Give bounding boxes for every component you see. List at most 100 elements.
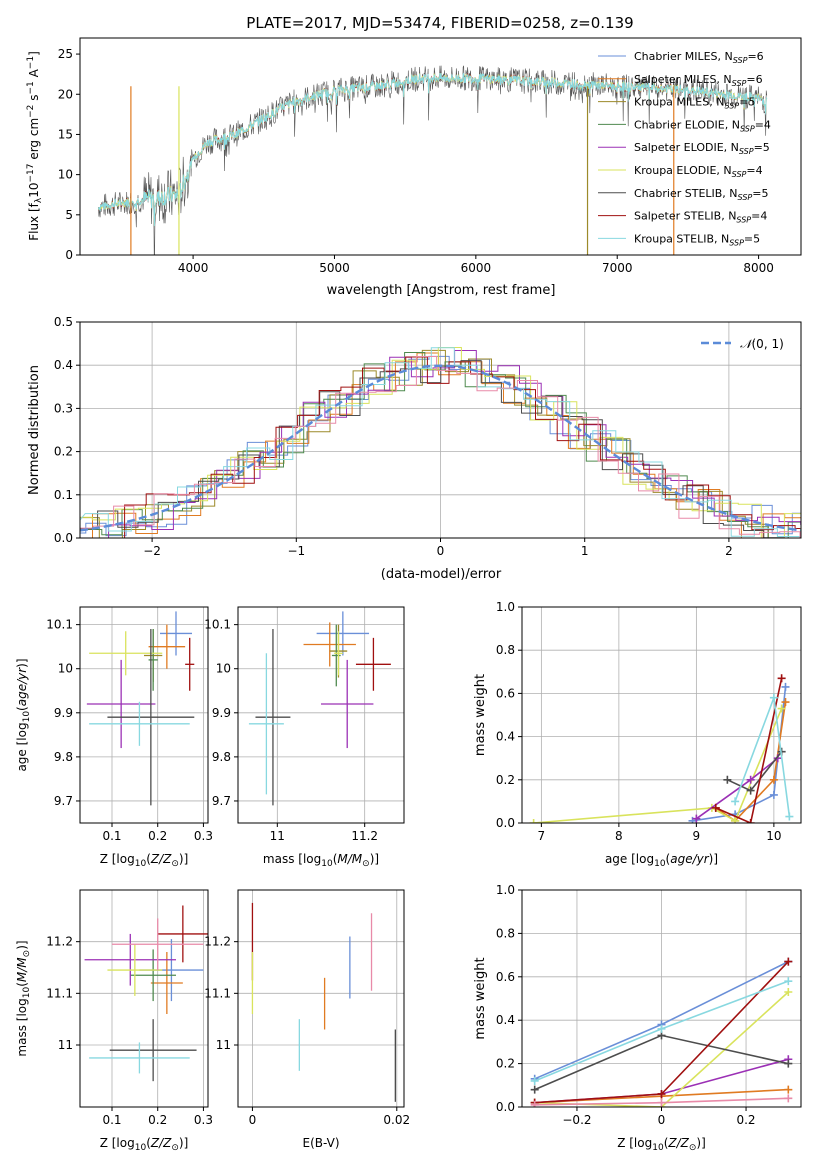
weight-marker xyxy=(784,1085,793,1094)
x-tick-label: −1 xyxy=(287,544,305,558)
x-tick-label: 8000 xyxy=(743,261,774,275)
y-tick-label: 0.4 xyxy=(496,730,515,744)
y-tick-label: 15 xyxy=(58,127,73,141)
x-tick-label: 1 xyxy=(581,544,589,558)
x-tick-label: 4000 xyxy=(178,261,209,275)
y-axis-label: Flux [fλ10−17 erg cm−2 s−1 A−1] xyxy=(26,51,44,241)
y-tick-label: 0.2 xyxy=(496,1057,515,1071)
weight-marker xyxy=(769,775,778,784)
weight-line xyxy=(533,708,783,823)
y-tick-label: 9.9 xyxy=(212,706,231,720)
y-tick-label: 0.2 xyxy=(496,773,515,787)
x-tick-label: 10 xyxy=(766,829,781,843)
legend-label: Salpeter MILES, NSSP=6 xyxy=(634,73,763,88)
plot-area-age_vs_mass xyxy=(248,611,391,806)
weight-marker xyxy=(784,977,793,986)
weight-marker xyxy=(530,1100,539,1107)
plot-area-weight_vs_age xyxy=(529,674,794,823)
weight-marker xyxy=(657,1089,666,1098)
y-tick-label: 0.6 xyxy=(496,970,515,984)
x-tick-label: 11 xyxy=(270,829,285,843)
weight-marker xyxy=(785,812,794,821)
weight-marker xyxy=(731,816,740,823)
x-axis-label: age [log10(age/yr)] xyxy=(605,852,718,869)
y-tick-label: 9.7 xyxy=(54,794,73,808)
x-axis-label: E(B-V) xyxy=(302,1136,339,1150)
x-axis-label: Z [log10(Z/Z⊙)] xyxy=(617,1136,706,1153)
y-tick-label: 25 xyxy=(58,47,73,61)
weight-marker xyxy=(777,674,786,683)
x-tick-label: 0.2 xyxy=(148,829,167,843)
y-tick-label: 0.0 xyxy=(54,531,73,545)
weight-marker xyxy=(723,775,732,784)
x-tick-label: 8 xyxy=(615,829,623,843)
axes-age_vs_Z: 0.1 0.2 0.3 9.7 9.8 9.9 10 10.1 Z [log10(Z/Z⊙)] a… xyxy=(15,606,213,869)
weight-marker xyxy=(746,819,755,823)
axes-frame xyxy=(237,889,405,1108)
legend-label: 𝒩(0, 1) xyxy=(740,337,784,351)
y-tick-label: 0.0 xyxy=(496,816,515,830)
axes-frame xyxy=(237,606,405,824)
x-tick-label: 0.1 xyxy=(102,829,121,843)
y-tick-label: 10.1 xyxy=(46,618,73,632)
axes-frame xyxy=(79,889,209,1108)
y-tick-label: 10 xyxy=(216,662,231,676)
legend-label: Salpeter STELIB, NSSP=4 xyxy=(634,210,767,225)
y-tick-label: 1.0 xyxy=(496,883,515,897)
axes-frame xyxy=(521,606,802,824)
y-tick-label: 0.0 xyxy=(496,1100,515,1114)
x-axis-label: wavelength [Angstrom, rest frame] xyxy=(327,283,556,298)
axes-weight_vs_age: 7 8 9 10 0.0 0.2 0.4 0.6 0.8 1.0 age [log10(age/yr… xyxy=(473,600,802,869)
histogram-extra_pink xyxy=(80,356,801,538)
weight-marker xyxy=(784,957,793,966)
plot-area-weight_vs_Z xyxy=(530,957,793,1107)
weight-marker xyxy=(781,698,790,707)
axes-frame xyxy=(79,606,209,824)
x-tick-label: −0.2 xyxy=(562,1113,591,1127)
plot-area-age_vs_Z xyxy=(86,611,195,806)
x-tick-label: 0 xyxy=(437,544,445,558)
plot-area-mass_vs_Z xyxy=(84,905,208,1082)
weight-marker xyxy=(784,1094,793,1103)
plot-area-spectrum xyxy=(97,65,768,255)
y-tick-label: 20 xyxy=(58,87,73,101)
axes-weight_vs_Z: −0.2 0 0.2 0.0 0.2 0.4 0.6 0.8 1.0 Z [log10(Z/Z⊙)… xyxy=(473,883,802,1153)
x-tick-label: −2 xyxy=(143,544,161,558)
x-tick-label: 0 xyxy=(249,1113,257,1127)
x-tick-label: 7000 xyxy=(602,261,633,275)
histogram-kroupa-stelib xyxy=(80,347,801,537)
weight-marker xyxy=(529,819,538,823)
histogram-kroupa-miles xyxy=(80,349,801,538)
axes-spectrum: 4000 5000 6000 7000 8000 0 5 10 15 20 25 wavelength… xyxy=(26,37,802,298)
weight-marker xyxy=(781,682,790,691)
weight-marker xyxy=(777,704,786,713)
histogram-salpeter-miles xyxy=(80,352,801,538)
y-axis-label: age [log10(age/yr)] xyxy=(15,658,32,771)
y-tick-label: 9.9 xyxy=(54,706,73,720)
y-tick-label: 10.1 xyxy=(204,618,231,632)
y-tick-label: 0.8 xyxy=(496,926,515,940)
y-tick-label: 0.3 xyxy=(54,401,73,415)
x-tick-label: 11.2 xyxy=(351,829,378,843)
y-tick-label: 11.1 xyxy=(204,986,231,1000)
legend-label: Kroupa STELIB, NSSP=5 xyxy=(634,232,760,247)
x-axis-label: mass [log10(M/M⊙)] xyxy=(263,852,379,869)
spectrum-legend: Chabrier MILES, NSSP=6 Salpeter MILES, NS… xyxy=(598,50,771,247)
x-tick-label: 9 xyxy=(693,829,701,843)
histogram-chabrier-elodie xyxy=(80,352,801,538)
x-axis-label: Z [log10(Z/Z⊙)] xyxy=(100,1136,189,1153)
figure-title: PLATE=2017, MJD=53474, FIBERID=0258, z=0… xyxy=(246,14,633,32)
y-tick-label: 0.4 xyxy=(496,1013,515,1027)
y-tick-label: 5 xyxy=(65,208,73,222)
weight-marker xyxy=(530,1076,539,1085)
histogram-salpeter-elodie xyxy=(80,350,801,538)
weight-marker xyxy=(769,790,778,799)
axes-frame xyxy=(79,37,802,256)
weight-marker xyxy=(731,797,740,806)
y-tick-label: 0.5 xyxy=(54,315,73,329)
weight-marker xyxy=(657,1098,666,1107)
x-tick-label: 0.3 xyxy=(194,829,213,843)
weight-marker xyxy=(711,803,720,812)
plot-area-mass_vs_EBV xyxy=(251,902,396,1102)
y-tick-label: 10 xyxy=(58,168,73,182)
